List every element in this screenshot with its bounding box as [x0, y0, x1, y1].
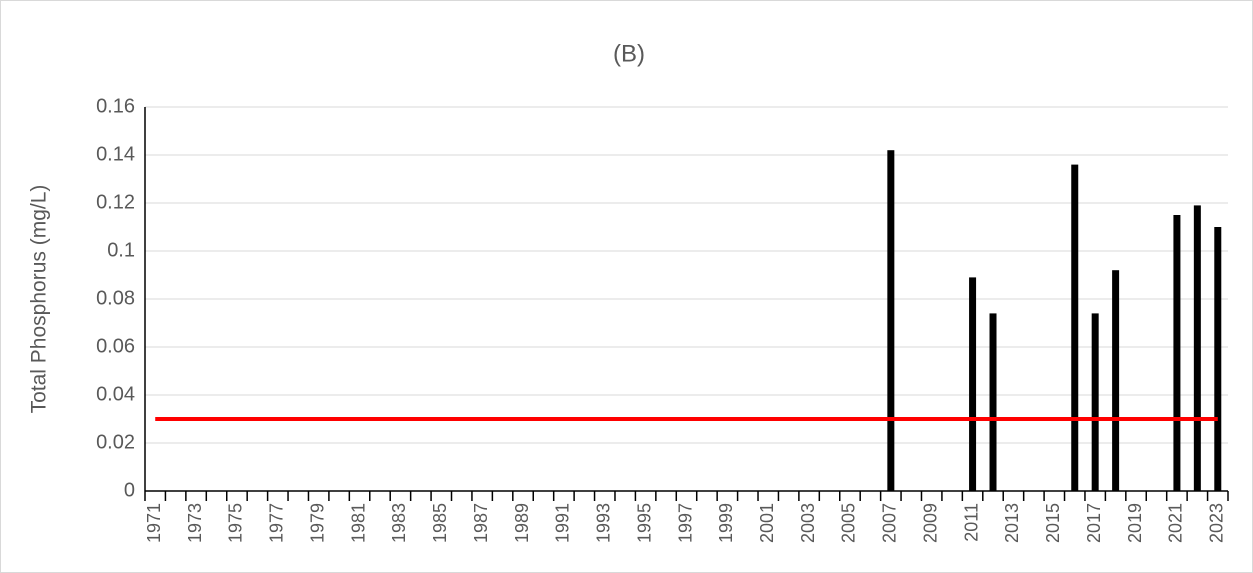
y-tick-label: 0.16 [96, 95, 135, 117]
x-tick-label: 2003 [798, 503, 818, 543]
x-tick-label: 1973 [185, 503, 205, 543]
x-tick-label: 1981 [348, 503, 368, 543]
y-tick-label: 0.08 [96, 287, 135, 309]
y-tick-label: 0.1 [107, 239, 135, 261]
x-tick-label: 1985 [430, 503, 450, 543]
bar [1173, 215, 1181, 491]
x-tick-label: 2013 [1002, 503, 1022, 543]
x-tick-label: 1975 [226, 503, 246, 543]
y-tick-label: 0.02 [96, 431, 135, 453]
bar [969, 277, 977, 491]
x-tick-label: 2005 [839, 503, 859, 543]
x-tick-label: 2023 [1207, 503, 1227, 543]
bar [1214, 227, 1222, 491]
bar [1112, 270, 1120, 491]
x-tick-label: 2007 [880, 503, 900, 543]
x-tick-label: 2017 [1084, 503, 1104, 543]
x-tick-label: 2019 [1125, 503, 1145, 543]
x-tick-label: 2021 [1166, 503, 1186, 543]
x-tick-label: 2001 [757, 503, 777, 543]
bar [989, 313, 997, 491]
x-tick-label: 1999 [716, 503, 736, 543]
x-tick-label: 1977 [267, 503, 287, 543]
bar [887, 150, 895, 491]
x-tick-label: 1991 [553, 503, 573, 543]
chart-title: (B) [613, 40, 645, 67]
y-tick-label: 0.04 [96, 383, 135, 405]
x-tick-label: 1979 [307, 503, 327, 543]
x-tick-label: 1993 [594, 503, 614, 543]
x-tick-label: 1995 [634, 503, 654, 543]
y-axis-label: Total Phosphorus (mg/L) [28, 185, 51, 414]
x-tick-label: 1987 [471, 503, 491, 543]
x-tick-label: 2009 [920, 503, 940, 543]
x-tick-label: 2011 [961, 503, 981, 542]
x-tick-label: 1997 [675, 503, 695, 543]
y-tick-label: 0.12 [96, 191, 135, 213]
bar [1091, 313, 1099, 491]
y-tick-label: 0.06 [96, 335, 135, 357]
y-tick-label: 0.14 [96, 143, 135, 165]
x-tick-label: 2015 [1043, 503, 1063, 543]
y-tick-label: 0 [124, 479, 135, 501]
x-tick-label: 1989 [512, 503, 532, 543]
bar [1071, 164, 1079, 491]
bar [1193, 205, 1201, 491]
x-tick-label: 1971 [144, 503, 164, 543]
x-tick-label: 1983 [389, 503, 409, 543]
